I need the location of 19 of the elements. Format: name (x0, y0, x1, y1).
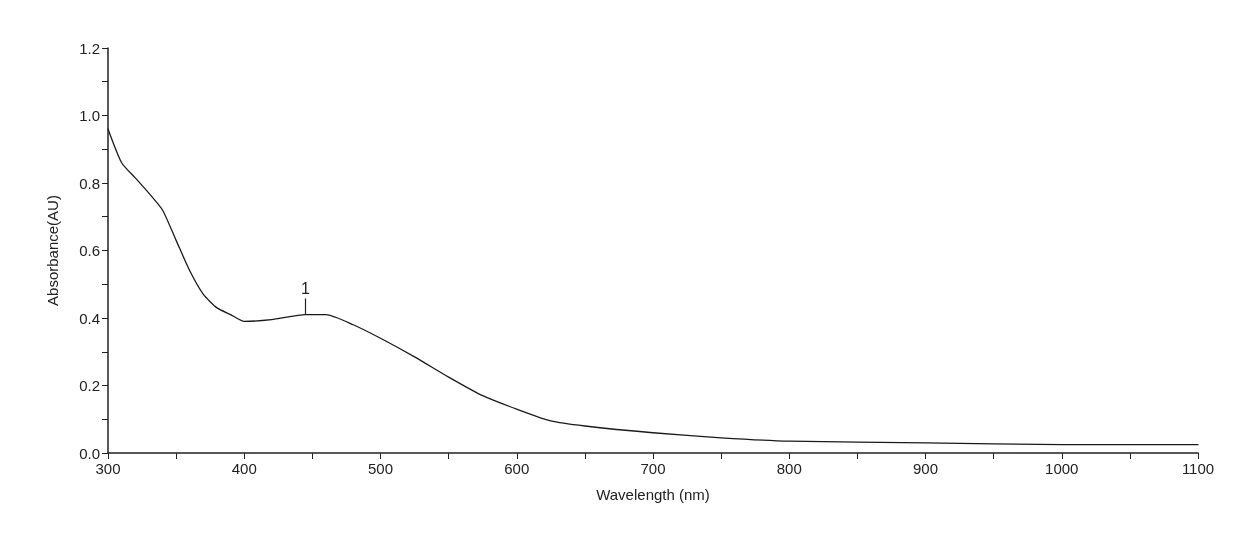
x-tick-label: 900 (912, 460, 939, 477)
x-tick-label: 800 (776, 460, 802, 477)
y-tick-label: 0.8 (79, 174, 100, 192)
x-tick-label: 1100 (1181, 460, 1215, 477)
x-tick-label: 500 (367, 460, 394, 477)
x-tick-label: 600 (504, 460, 530, 477)
x-tick-label: 400 (231, 460, 257, 477)
y-axis-title: Absorbance(AU) (44, 195, 61, 306)
x-tick-label: 1000 (1045, 460, 1079, 477)
y-tick-label: 0.6 (79, 242, 100, 259)
annotation: 1 (301, 279, 311, 297)
y-tick-label: 0.0 (79, 444, 100, 462)
x-tick-label: 700 (640, 460, 666, 477)
y-tick-label: 0.2 (79, 377, 100, 394)
x-axis-title: Wavelength (nm) (596, 486, 710, 503)
x-tick-label: 300 (95, 460, 121, 477)
y-tick-label: 0.4 (79, 309, 100, 327)
y-tick-label: 1.2 (79, 39, 100, 57)
y-tick-label: 1.0 (79, 107, 100, 124)
